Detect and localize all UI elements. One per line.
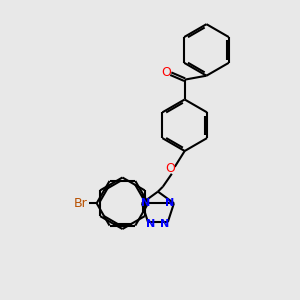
Text: N: N — [160, 219, 170, 229]
Text: N: N — [141, 198, 151, 208]
Text: N: N — [165, 198, 175, 208]
Text: O: O — [161, 66, 171, 79]
Text: Br: Br — [74, 197, 88, 210]
Text: N: N — [146, 219, 156, 229]
Text: O: O — [165, 162, 175, 175]
